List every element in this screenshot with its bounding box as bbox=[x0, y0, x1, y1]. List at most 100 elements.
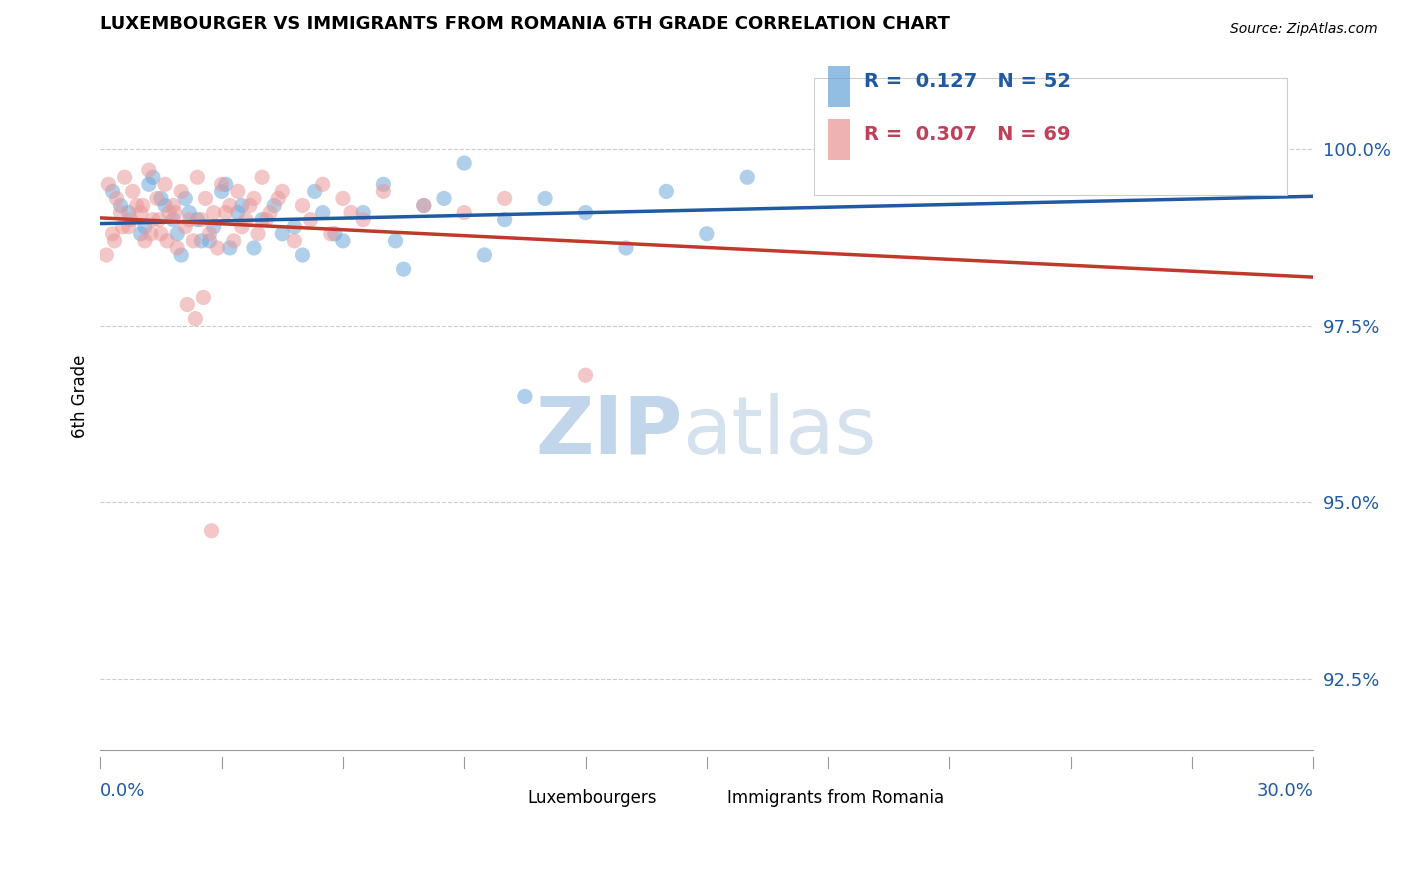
Point bbox=[179, 212, 201, 227]
Bar bbox=[828, 119, 851, 160]
Point bbox=[250, 212, 273, 227]
Point bbox=[202, 219, 225, 234]
Y-axis label: 6th Grade: 6th Grade bbox=[72, 355, 89, 438]
Point bbox=[193, 290, 215, 304]
Point bbox=[332, 191, 354, 205]
Point bbox=[235, 212, 257, 227]
Point bbox=[162, 198, 184, 212]
Point bbox=[267, 191, 290, 205]
Text: R =  0.307   N = 69: R = 0.307 N = 69 bbox=[865, 125, 1071, 145]
Point bbox=[474, 248, 496, 262]
Point bbox=[150, 191, 173, 205]
Point bbox=[453, 156, 475, 170]
Point bbox=[239, 198, 262, 212]
Point bbox=[494, 212, 516, 227]
Point bbox=[243, 191, 266, 205]
Point bbox=[218, 198, 240, 212]
Point bbox=[166, 227, 188, 241]
Point bbox=[139, 227, 162, 241]
Point bbox=[211, 178, 233, 192]
Text: atlas: atlas bbox=[682, 392, 877, 471]
Point bbox=[392, 262, 415, 277]
Text: Luxembourgers: Luxembourgers bbox=[527, 789, 657, 807]
Point bbox=[412, 198, 434, 212]
Point bbox=[218, 241, 240, 255]
Point bbox=[101, 185, 124, 199]
Point bbox=[574, 205, 596, 219]
Point bbox=[183, 234, 205, 248]
Point bbox=[118, 219, 141, 234]
Point bbox=[162, 212, 184, 227]
Point bbox=[150, 227, 173, 241]
Point bbox=[283, 219, 305, 234]
Point bbox=[194, 191, 217, 205]
Point bbox=[373, 185, 395, 199]
Point bbox=[226, 185, 249, 199]
Point bbox=[304, 185, 326, 199]
Point bbox=[332, 234, 354, 248]
Point bbox=[103, 234, 125, 248]
Point bbox=[202, 205, 225, 219]
Point bbox=[153, 198, 176, 212]
Point bbox=[1099, 156, 1122, 170]
Point bbox=[184, 311, 207, 326]
Text: R =  0.127   N = 52: R = 0.127 N = 52 bbox=[865, 72, 1071, 91]
Point bbox=[97, 178, 120, 192]
Point bbox=[125, 198, 148, 212]
Text: Immigrants from Romania: Immigrants from Romania bbox=[727, 789, 945, 807]
Text: Source: ZipAtlas.com: Source: ZipAtlas.com bbox=[1230, 22, 1378, 37]
Point bbox=[200, 524, 222, 538]
Point bbox=[271, 185, 294, 199]
Point bbox=[186, 212, 208, 227]
Bar bbox=[828, 65, 851, 106]
Point bbox=[138, 178, 160, 192]
Point bbox=[142, 212, 165, 227]
Point bbox=[170, 248, 193, 262]
Point bbox=[96, 248, 118, 262]
Point bbox=[134, 219, 156, 234]
Point bbox=[373, 178, 395, 192]
Point bbox=[198, 227, 221, 241]
Point bbox=[655, 185, 678, 199]
Point bbox=[156, 234, 179, 248]
Point bbox=[433, 191, 456, 205]
Point bbox=[110, 205, 132, 219]
Point bbox=[138, 163, 160, 178]
Point bbox=[352, 212, 374, 227]
Point bbox=[250, 170, 273, 185]
Text: 0.0%: 0.0% bbox=[100, 781, 146, 800]
Point bbox=[291, 248, 314, 262]
Point bbox=[226, 205, 249, 219]
Point bbox=[494, 191, 516, 205]
Point bbox=[174, 219, 197, 234]
Point bbox=[148, 212, 170, 227]
Point bbox=[176, 297, 198, 311]
Bar bbox=[814, 78, 1286, 195]
Text: ZIP: ZIP bbox=[536, 392, 682, 471]
Point bbox=[153, 178, 176, 192]
Point bbox=[157, 205, 180, 219]
Point bbox=[186, 170, 208, 185]
Point bbox=[696, 227, 718, 241]
Point bbox=[114, 170, 136, 185]
Point bbox=[231, 198, 253, 212]
Text: LUXEMBOURGER VS IMMIGRANTS FROM ROMANIA 6TH GRADE CORRELATION CHART: LUXEMBOURGER VS IMMIGRANTS FROM ROMANIA … bbox=[100, 15, 950, 33]
Point bbox=[142, 170, 165, 185]
Point bbox=[352, 205, 374, 219]
Point bbox=[453, 205, 475, 219]
Bar bbox=[689, 787, 716, 809]
Point bbox=[165, 205, 187, 219]
Point bbox=[574, 368, 596, 383]
Bar bbox=[488, 787, 515, 809]
Point bbox=[215, 178, 238, 192]
Point bbox=[198, 234, 221, 248]
Point bbox=[271, 227, 294, 241]
Point bbox=[259, 205, 281, 219]
Point bbox=[179, 205, 201, 219]
Point bbox=[384, 234, 406, 248]
Point bbox=[190, 212, 212, 227]
Point bbox=[215, 205, 238, 219]
Point bbox=[291, 198, 314, 212]
Point bbox=[312, 205, 335, 219]
Point bbox=[299, 212, 322, 227]
